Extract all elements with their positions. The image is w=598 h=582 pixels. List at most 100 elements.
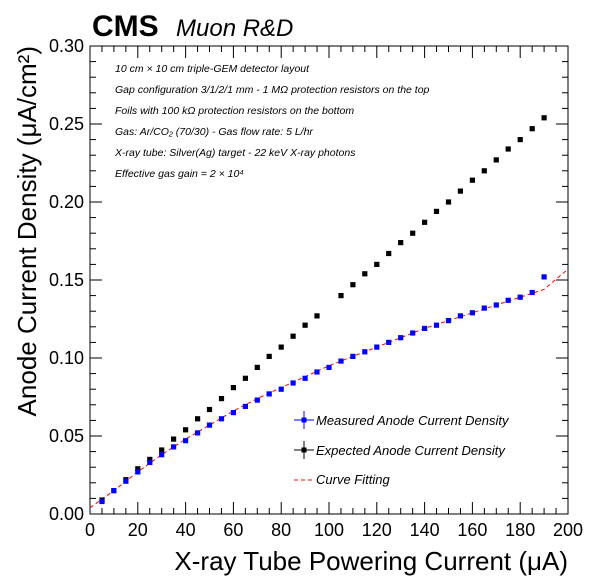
expected-point: [445, 199, 452, 205]
legend-fit-label: Curve Fitting: [316, 472, 390, 487]
fit-curve: [89, 268, 569, 509]
measured-point: [159, 452, 165, 458]
expected-point: [374, 261, 380, 267]
measured-point: [266, 391, 272, 397]
expected-point: [135, 466, 141, 472]
measured-point: [218, 416, 225, 422]
annotation-line: Gas: Ar/CO₂ (70/30) - Gas flow rate: 5 L…: [115, 126, 313, 138]
measured-point: [254, 397, 260, 403]
expected-point: [541, 115, 547, 121]
measured-point: [302, 375, 308, 381]
expected-point: [505, 146, 511, 152]
measured-point: [517, 294, 523, 300]
expected-point: [147, 456, 153, 462]
measured-point: [457, 313, 463, 319]
measured-point: [410, 330, 416, 336]
annotation-block: 10 cm × 10 cm triple-GEM detector layout…: [114, 63, 430, 180]
measured-point: [422, 325, 428, 331]
expected-point: [517, 137, 523, 143]
measured-point: [445, 318, 452, 324]
expected-point: [218, 396, 225, 402]
expected-point: [290, 333, 296, 339]
expected-point: [469, 177, 475, 183]
measured-point: [541, 274, 547, 280]
expected-point: [350, 282, 356, 288]
measured-point: [195, 430, 201, 436]
y-tick-label: 0.05: [49, 426, 84, 446]
expected-point: [493, 157, 499, 163]
expected-point: [457, 188, 463, 194]
expected-point: [206, 406, 213, 413]
expected-point: [230, 385, 236, 391]
annotation-line: Effective gas gain = 2 × 10⁴: [115, 168, 244, 180]
expected-point: [529, 126, 535, 132]
y-tick-label: 0.00: [49, 504, 84, 524]
measured-point: [529, 289, 535, 296]
measured-point: [398, 335, 404, 341]
legend-expected-marker: [301, 447, 307, 453]
expected-point: [171, 436, 177, 442]
measured-point: [338, 358, 344, 364]
expected-point: [433, 208, 440, 214]
measured-point: [147, 459, 153, 466]
legend-expected-label: Expected Anode Current Density: [316, 443, 506, 458]
measured-point: [242, 403, 248, 409]
expected-point: [183, 427, 189, 433]
measured-point: [206, 422, 213, 428]
expected-point: [410, 230, 416, 236]
x-tick-label: 140: [410, 520, 440, 540]
annotation-line: 10 cm × 10 cm triple-GEM detector layout: [115, 63, 310, 75]
measured-point: [326, 364, 332, 370]
measured-point: [123, 478, 129, 484]
measured-series: [99, 274, 547, 505]
subtitle-label: Muon R&D: [176, 15, 293, 42]
expected-point: [338, 293, 344, 299]
measured-point: [374, 344, 380, 350]
measured-point: [99, 498, 105, 505]
legend-measured-label: Measured Anode Current Density: [316, 413, 510, 428]
y-axis-title: Anode Current Density (μA/cm²): [12, 46, 42, 416]
measured-point: [314, 369, 320, 375]
measured-point: [171, 444, 177, 450]
x-tick-label: 60: [223, 520, 243, 540]
expected-point: [481, 168, 487, 174]
x-tick-label: 100: [314, 520, 344, 540]
expected-point: [386, 250, 392, 257]
measured-point: [183, 438, 189, 444]
expected-point: [398, 240, 404, 246]
measured-point: [111, 488, 117, 494]
x-tick-label: 120: [362, 520, 392, 540]
expected-point: [278, 344, 284, 350]
x-tick-label: 0: [85, 520, 95, 540]
measured-point: [290, 380, 296, 386]
measured-point: [505, 297, 511, 303]
x-tick-label: 40: [176, 520, 196, 540]
x-tick-label: 180: [505, 520, 535, 540]
legend-measured-marker: [301, 417, 307, 423]
x-axis: 0 20 40 60 80 100 120 140 160 180 200: [85, 46, 583, 540]
annotation-line: Gap configuration 3/1/2/1 mm - 1 MΩ prot…: [115, 84, 430, 96]
expected-point: [422, 219, 428, 225]
expected-point: [254, 364, 260, 370]
measured-point: [278, 386, 284, 392]
fit-layer: [89, 268, 569, 509]
y-tick-label: 0.25: [49, 114, 84, 134]
x-axis-title: X-ray Tube Powering Current (μA): [174, 546, 568, 576]
expected-point: [362, 271, 368, 277]
measured-point: [433, 322, 440, 328]
measured-point: [493, 302, 499, 308]
y-tick-label: 0.30: [49, 36, 84, 56]
y-tick-label: 0.10: [49, 348, 84, 368]
measured-point: [135, 469, 141, 475]
expected-point: [195, 416, 201, 422]
measured-point: [469, 310, 475, 316]
measured-point: [350, 353, 356, 359]
y-tick-label: 0.15: [49, 270, 84, 290]
measured-point: [362, 349, 368, 355]
measured-point: [481, 305, 487, 311]
x-tick-label: 20: [128, 520, 148, 540]
expected-point: [242, 375, 248, 381]
experiment-label: CMS: [92, 10, 159, 43]
